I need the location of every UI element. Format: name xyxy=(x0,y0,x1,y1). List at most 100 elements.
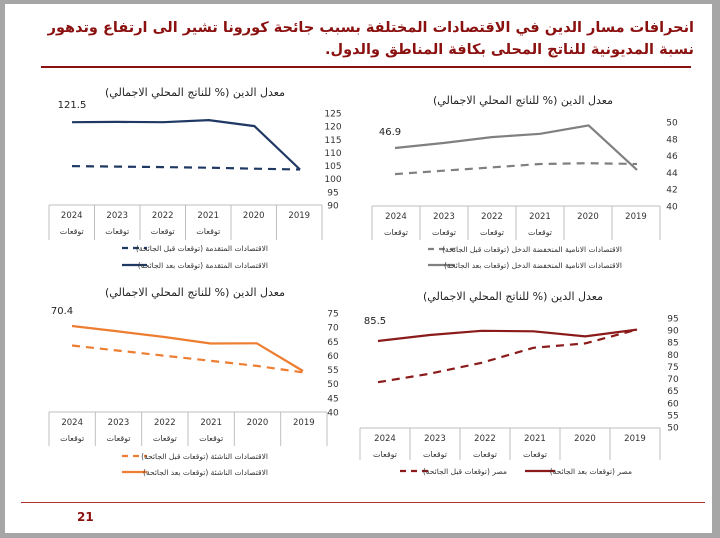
chart-1: معدل الدين (% للناتج المحلي الاجمالي) 125… xyxy=(48,86,342,270)
x-tick-label: 2024 xyxy=(385,212,407,222)
y-tick-label: 48 xyxy=(666,135,678,145)
chart-3: معدل الدين (% للناتج المحلي الاجمالي) 75 7… xyxy=(48,286,339,477)
y-tick-label: 105 xyxy=(324,162,341,172)
x-tick-label: 2023 xyxy=(108,418,130,428)
x-tick-label: 2024 xyxy=(374,434,396,444)
x-tick-label: 2023 xyxy=(433,212,455,222)
series-line-after-pandemic xyxy=(377,328,638,343)
series-line-before-pandemic xyxy=(377,328,638,384)
series-line-before-pandemic xyxy=(71,165,301,171)
series-line-after-pandemic xyxy=(71,118,301,171)
y-tick-label: 90 xyxy=(667,327,679,337)
y-tick-label: 40 xyxy=(327,409,339,419)
y-tick-label: 50 xyxy=(666,119,678,129)
slide: انحرافات مسار الدين في الاقتصادات المختل… xyxy=(5,4,712,533)
title-divider xyxy=(41,66,691,68)
y-tick-label: 100 xyxy=(324,175,341,185)
x-tick-label: 2021 xyxy=(200,418,222,428)
x-tick-label: 2019 xyxy=(293,418,315,428)
data-label: 121.5 xyxy=(58,100,87,111)
x-tick-label: 2021 xyxy=(524,434,546,444)
x-tick-sublabel: توقعات xyxy=(60,434,84,443)
y-tick-label: 60 xyxy=(327,352,339,362)
data-label: 46.9 xyxy=(379,127,401,138)
y-tick-label: 120 xyxy=(324,123,341,133)
series-line-before-pandemic xyxy=(394,162,638,176)
x-tick-label: 2022 xyxy=(154,418,176,428)
x-tick-sublabel: توقعات xyxy=(473,450,497,459)
x-tick-label: 2022 xyxy=(481,212,503,222)
y-tick-label: 75 xyxy=(327,310,338,320)
y-tick-label: 70 xyxy=(327,324,339,334)
x-tick-label: 2023 xyxy=(106,211,128,221)
y-tick-label: 75 xyxy=(667,363,678,373)
x-tick-label: 2022 xyxy=(474,434,496,444)
x-tick-label: 2020 xyxy=(243,211,265,221)
x-tick-label: 2021 xyxy=(529,212,551,222)
y-tick-label: 70 xyxy=(667,375,679,385)
x-tick-sublabel: توقعات xyxy=(373,450,397,459)
x-tick-label: 2024 xyxy=(61,211,83,221)
y-tick-label: 40 xyxy=(666,203,678,213)
chart-title: معدل الدين (% للناتج المحلي الاجمالي) xyxy=(105,286,285,299)
y-tick-label: 60 xyxy=(667,399,679,409)
legend-label: مصر (توقعات قبل الجائحة) xyxy=(423,467,507,476)
y-tick-label: 50 xyxy=(327,380,339,390)
x-tick-label: 2020 xyxy=(574,434,596,444)
x-tick-label: 2019 xyxy=(624,434,646,444)
legend-label: الاقتصادات الانامية المنخفضة الدخل (توقع… xyxy=(442,245,622,254)
legend-label: الاقتصادات الناشئة (توقعات قبل الجائحة) xyxy=(141,452,268,461)
legend-label: الاقتصادات الناشئة (توقعات بعد الجائحة) xyxy=(143,468,268,477)
y-tick-label: 85 xyxy=(667,339,678,349)
x-tick-sublabel: توقعات xyxy=(384,228,408,237)
page-number: 21 xyxy=(77,510,94,524)
x-tick-label: 2019 xyxy=(625,212,647,222)
x-tick-sublabel: توقعات xyxy=(523,450,547,459)
x-tick-sublabel: توقعات xyxy=(60,227,84,236)
x-tick-sublabel: توقعات xyxy=(199,434,223,443)
x-tick-label: 2020 xyxy=(247,418,269,428)
legend-label: مصر (توقعات بعد الجائحة) xyxy=(550,467,632,476)
y-tick-label: 46 xyxy=(666,152,678,162)
series-line-before-pandemic xyxy=(71,344,304,374)
y-tick-label: 65 xyxy=(667,387,678,397)
x-tick-sublabel: توقعات xyxy=(196,227,220,236)
x-tick-sublabel: توقعات xyxy=(432,228,456,237)
data-label: 85.5 xyxy=(364,316,386,327)
x-tick-sublabel: توقعات xyxy=(151,227,175,236)
x-tick-label: 2019 xyxy=(288,211,310,221)
y-tick-label: 55 xyxy=(327,366,338,376)
y-tick-label: 44 xyxy=(666,169,678,179)
y-tick-label: 125 xyxy=(324,110,341,120)
x-tick-sublabel: توقعات xyxy=(528,228,552,237)
y-tick-label: 95 xyxy=(667,315,678,325)
y-tick-label: 55 xyxy=(667,411,678,421)
y-tick-label: 90 xyxy=(327,202,339,212)
y-tick-label: 65 xyxy=(327,338,338,348)
y-tick-label: 50 xyxy=(667,424,679,434)
x-tick-label: 2020 xyxy=(577,212,599,222)
legend-label: الاقتصادات المتقدمة (توقعات بعد الجائحة) xyxy=(138,261,268,270)
legend-label: الاقتصادات الانامية المنخفضة الدخل (توقع… xyxy=(444,261,622,270)
series-line-after-pandemic xyxy=(394,124,638,171)
footer-divider xyxy=(21,502,705,503)
x-tick-sublabel: توقعات xyxy=(423,450,447,459)
slide-title: انحرافات مسار الدين في الاقتصادات المختل… xyxy=(47,20,694,58)
chart-title: معدل الدين (% للناتج المحلي الاجمالي) xyxy=(433,94,613,107)
series-line-after-pandemic xyxy=(71,324,304,372)
chart-4: معدل الدين (% للناتج المحلي الاجمالي) 95 9… xyxy=(359,290,679,476)
chart-title: معدل الدين (% للناتج المحلي الاجمالي) xyxy=(105,86,285,99)
x-tick-sublabel: توقعات xyxy=(153,434,177,443)
y-tick-label: 110 xyxy=(324,149,341,159)
chart-title: معدل الدين (% للناتج المحلي الاجمالي) xyxy=(423,290,603,303)
x-tick-sublabel: توقعات xyxy=(106,434,130,443)
y-tick-label: 42 xyxy=(666,186,677,196)
y-tick-label: 80 xyxy=(667,351,679,361)
x-tick-label: 2024 xyxy=(61,418,83,428)
y-tick-label: 115 xyxy=(324,136,341,146)
x-tick-label: 2021 xyxy=(197,211,219,221)
data-label: 70.4 xyxy=(51,306,73,317)
chart-2: معدل الدين (% للناتج المحلي الاجمالي) 50 4… xyxy=(371,94,678,270)
y-tick-label: 95 xyxy=(327,188,338,198)
